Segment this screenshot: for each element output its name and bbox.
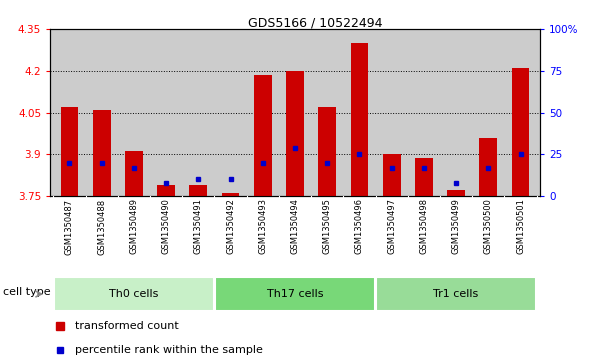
Bar: [447, 191, 465, 196]
Text: GSM1350493: GSM1350493: [258, 199, 267, 254]
Bar: [512, 68, 529, 196]
Text: GSM1350492: GSM1350492: [226, 199, 235, 254]
Text: transformed count: transformed count: [74, 321, 178, 331]
Text: GDS5166 / 10522494: GDS5166 / 10522494: [248, 16, 382, 29]
Bar: [93, 110, 110, 196]
Text: percentile rank within the sample: percentile rank within the sample: [74, 345, 263, 355]
Text: GSM1350489: GSM1350489: [129, 199, 139, 254]
Text: Th17 cells: Th17 cells: [267, 289, 323, 299]
Bar: [61, 107, 78, 196]
Bar: [319, 107, 336, 196]
Text: Tr1 cells: Tr1 cells: [434, 289, 478, 299]
Text: GSM1350499: GSM1350499: [451, 199, 461, 254]
Bar: [222, 193, 240, 196]
Text: GSM1350498: GSM1350498: [419, 199, 428, 254]
FancyBboxPatch shape: [376, 277, 536, 311]
Text: GSM1350500: GSM1350500: [484, 199, 493, 254]
Text: GSM1350490: GSM1350490: [162, 199, 171, 254]
Text: GSM1350488: GSM1350488: [97, 199, 106, 254]
Bar: [383, 154, 401, 196]
Bar: [158, 185, 175, 196]
Text: GSM1350494: GSM1350494: [290, 199, 300, 254]
Text: cell type: cell type: [2, 287, 50, 297]
Bar: [350, 43, 368, 196]
FancyBboxPatch shape: [215, 277, 375, 311]
Text: GSM1350491: GSM1350491: [194, 199, 203, 254]
Bar: [415, 158, 432, 196]
Text: Th0 cells: Th0 cells: [109, 289, 159, 299]
Bar: [254, 75, 271, 196]
FancyBboxPatch shape: [54, 277, 214, 311]
Bar: [189, 185, 207, 196]
Bar: [286, 71, 304, 196]
Text: GSM1350496: GSM1350496: [355, 199, 364, 254]
Bar: [125, 151, 143, 196]
Bar: [480, 138, 497, 196]
Text: GSM1350497: GSM1350497: [387, 199, 396, 254]
Text: GSM1350495: GSM1350495: [323, 199, 332, 254]
Text: GSM1350501: GSM1350501: [516, 199, 525, 254]
Text: GSM1350487: GSM1350487: [65, 199, 74, 254]
